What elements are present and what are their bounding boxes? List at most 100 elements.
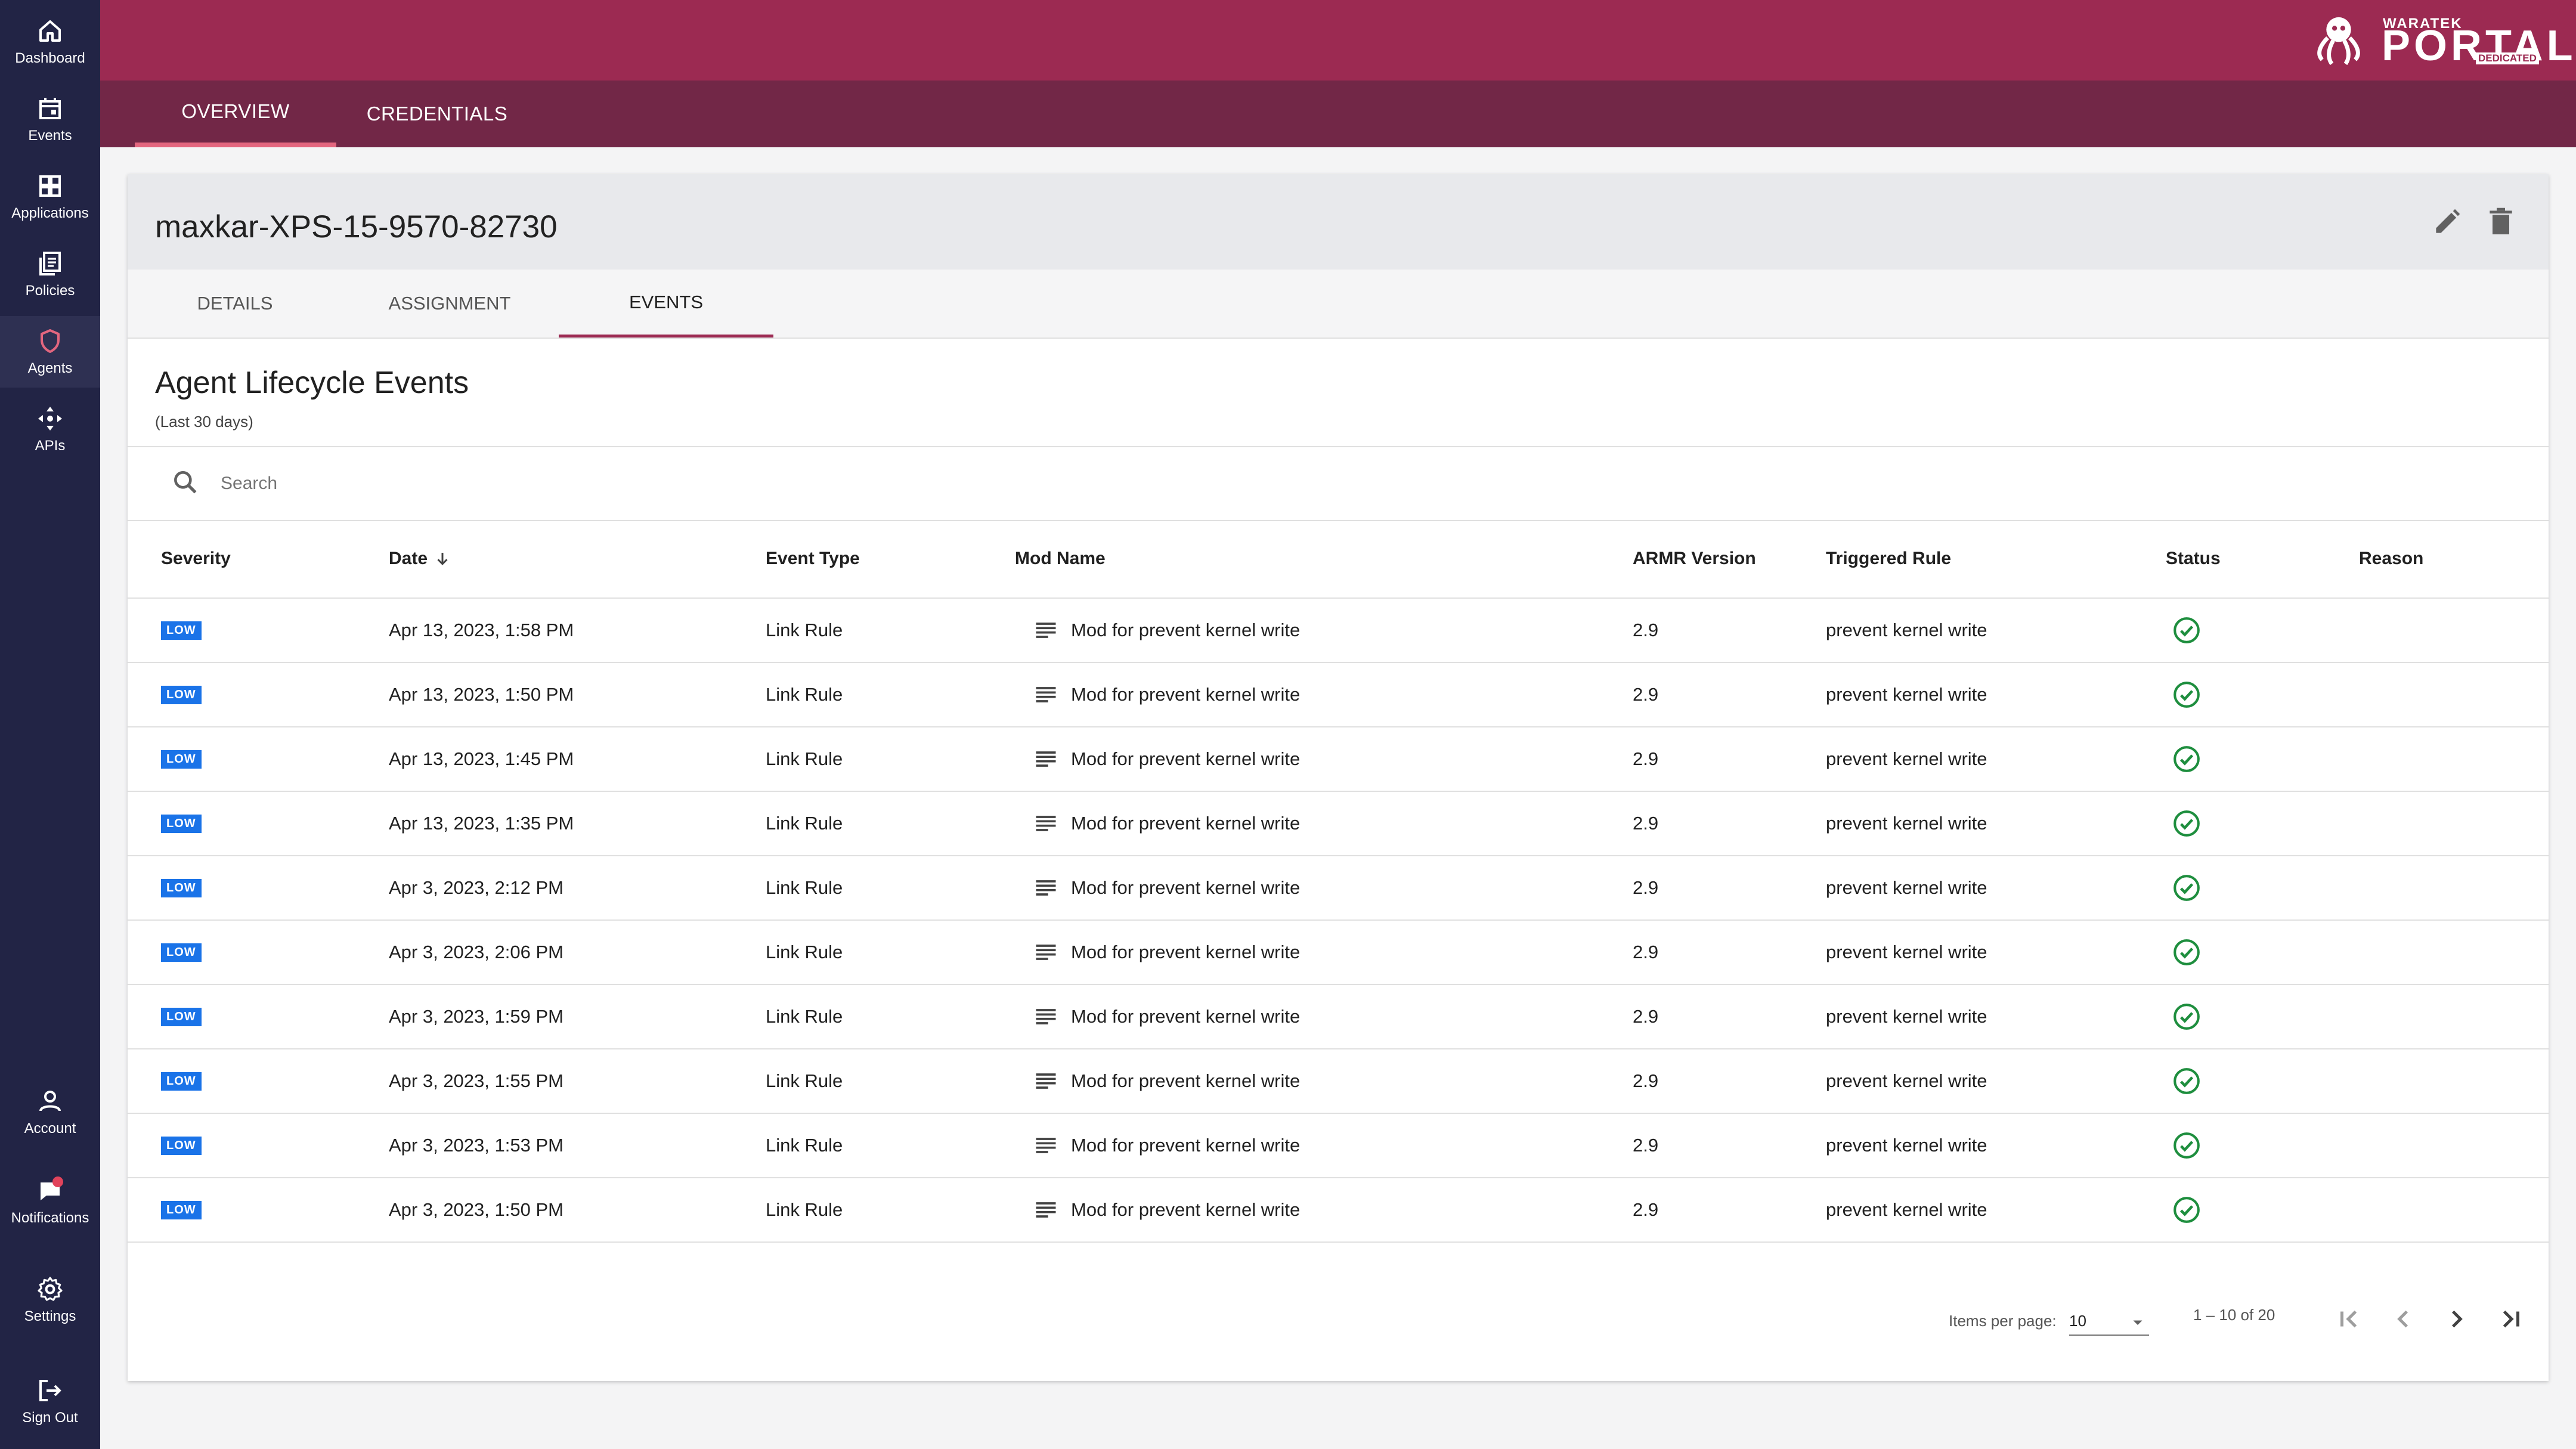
event-type-cell: Link Rule: [766, 748, 843, 769]
mod-name-cell[interactable]: Mod for prevent kernel write: [1033, 985, 1300, 1048]
date-cell: Apr 3, 2023, 1:50 PM: [389, 1199, 564, 1220]
mod-name-text: Mod for prevent kernel write: [1071, 748, 1301, 769]
severity-badge: LOW: [161, 1136, 202, 1155]
table-row[interactable]: LOW Apr 3, 2023, 2:06 PM Link Rule Mod for …: [128, 921, 2549, 985]
check-circle-icon: [2174, 1132, 2200, 1159]
nav-account[interactable]: Account: [0, 1076, 100, 1148]
nav-applications-label: Applications: [11, 205, 89, 221]
nav-dashboard[interactable]: Dashboard: [0, 6, 100, 78]
mod-name-cell[interactable]: Mod for prevent kernel write: [1033, 599, 1300, 662]
person-icon: [39, 1091, 61, 1111]
trash-icon[interactable]: [2484, 205, 2518, 239]
event-type-cell: Link Rule: [766, 1070, 843, 1091]
nav-policies[interactable]: Policies: [0, 239, 100, 310]
severity-badge: LOW: [161, 1200, 202, 1219]
col-event-type[interactable]: Event Type: [766, 520, 860, 597]
tab-details[interactable]: DETAILS: [128, 270, 342, 338]
prev-page-button[interactable]: [2384, 1300, 2422, 1338]
nav-notifications[interactable]: Notifications: [0, 1166, 100, 1237]
table-row[interactable]: LOW Apr 13, 2023, 1:50 PM Link Rule Mod for…: [128, 663, 2549, 727]
col-event-type-label: Event Type: [766, 549, 860, 568]
notes-icon: [1036, 623, 1056, 638]
notes-icon: [1036, 1138, 1056, 1153]
col-armr-version[interactable]: ARMR Version: [1633, 520, 1756, 597]
nav-agents[interactable]: Agents: [0, 316, 100, 388]
mod-name-text: Mod for prevent kernel write: [1071, 1199, 1301, 1220]
col-reason-label: Reason: [2359, 549, 2424, 568]
date-cell: Apr 13, 2023, 1:58 PM: [389, 620, 574, 640]
triggered-rule-cell: prevent kernel write: [1826, 1070, 1987, 1091]
mod-name-cell[interactable]: Mod for prevent kernel write: [1033, 1114, 1300, 1177]
nav-events[interactable]: Events: [0, 83, 100, 155]
col-severity[interactable]: Severity: [161, 520, 231, 597]
date-cell: Apr 13, 2023, 1:50 PM: [389, 684, 574, 705]
table-row[interactable]: LOW Apr 3, 2023, 1:50 PM Link Rule Mod for …: [128, 1178, 2549, 1243]
mod-name-cell[interactable]: Mod for prevent kernel write: [1033, 727, 1300, 791]
first-page-button[interactable]: [2330, 1300, 2368, 1338]
col-mod-name[interactable]: Mod Name: [1015, 520, 1106, 597]
nav-applications[interactable]: Applications: [0, 161, 100, 233]
triggered-rule-cell: prevent kernel write: [1826, 813, 1987, 834]
nav-events-label: Events: [28, 128, 72, 144]
table-row[interactable]: LOW Apr 13, 2023, 1:35 PM Link Rule Mod for…: [128, 792, 2549, 856]
paginator: Items per page: 10 1 – 10 of 20: [128, 1283, 2549, 1355]
mod-name-text: Mod for prevent kernel write: [1071, 1070, 1301, 1091]
notes-icon: [1036, 945, 1056, 960]
armr-version-cell: 2.9: [1633, 813, 1659, 834]
table-row[interactable]: LOW Apr 13, 2023, 1:45 PM Link Rule Mod for…: [128, 727, 2549, 792]
event-type-cell: Link Rule: [766, 1135, 843, 1156]
next-page-button[interactable]: [2438, 1300, 2476, 1338]
event-type-cell: Link Rule: [766, 942, 843, 962]
top-tab-bar: OVERVIEW CREDENTIALS: [100, 80, 2576, 147]
tab-assignment[interactable]: ASSIGNMENT: [342, 270, 557, 338]
tab-credentials[interactable]: CREDENTIALS: [336, 80, 538, 147]
table-row[interactable]: LOW Apr 3, 2023, 2:12 PM Link Rule Mod for …: [128, 856, 2549, 921]
nav-account-label: Account: [24, 1120, 76, 1137]
tab-events[interactable]: EVENTS: [559, 270, 773, 338]
severity-badge: LOW: [161, 878, 202, 897]
nav-notifications-label: Notifications: [11, 1210, 89, 1226]
tab-overview-label: OVERVIEW: [181, 100, 290, 122]
armr-version-cell: 2.9: [1633, 1199, 1659, 1220]
table-row[interactable]: LOW Apr 13, 2023, 1:58 PM Link Rule Mod for…: [128, 599, 2549, 663]
page-size-select[interactable]: 10: [2069, 1307, 2149, 1336]
agent-card: maxkar-XPS-15-9570-82730 DETAILS ASSIGNM…: [128, 174, 2549, 1381]
col-triggered-rule[interactable]: Triggered Rule: [1826, 520, 1951, 597]
waratek-portal-logo[interactable]: WARATEK PORTAL DEDICATED: [2308, 10, 2573, 72]
table-row[interactable]: LOW Apr 3, 2023, 1:55 PM Link Rule Mod for …: [128, 1049, 2549, 1114]
col-status[interactable]: Status: [2166, 520, 2221, 597]
mod-name-cell[interactable]: Mod for prevent kernel write: [1033, 1049, 1300, 1113]
table-row[interactable]: LOW Apr 3, 2023, 1:53 PM Link Rule Mod for …: [128, 1114, 2549, 1178]
tab-assignment-label: ASSIGNMENT: [388, 293, 511, 314]
nav-signout[interactable]: Sign Out: [0, 1366, 100, 1437]
mod-name-cell[interactable]: Mod for prevent kernel write: [1033, 792, 1300, 855]
document-stack-icon: [39, 252, 61, 275]
search-input[interactable]: [219, 465, 937, 502]
mod-name-text: Mod for prevent kernel write: [1071, 1006, 1301, 1027]
brand-edition-badge: DEDICATED: [2476, 52, 2539, 64]
col-reason[interactable]: Reason: [2359, 520, 2423, 597]
triggered-rule-cell: prevent kernel write: [1826, 1135, 1987, 1156]
items-per-page-label: Items per page:: [1949, 1312, 2057, 1330]
mod-name-cell[interactable]: Mod for prevent kernel write: [1033, 663, 1300, 726]
notes-icon: [1036, 880, 1056, 896]
col-date[interactable]: Date: [389, 520, 451, 597]
triggered-rule-cell: prevent kernel write: [1826, 684, 1987, 705]
severity-badge: LOW: [161, 1072, 202, 1091]
status-cell: [2172, 792, 2202, 855]
status-cell: [2172, 985, 2202, 1048]
mod-name-cell[interactable]: Mod for prevent kernel write: [1033, 1178, 1300, 1241]
mod-name-cell[interactable]: Mod for prevent kernel write: [1033, 856, 1300, 919]
check-circle-icon: [2174, 1197, 2200, 1223]
tab-overview[interactable]: OVERVIEW: [135, 80, 336, 147]
pencil-icon[interactable]: [2431, 205, 2464, 239]
last-page-button[interactable]: [2491, 1300, 2529, 1338]
nav-apis[interactable]: APIs: [0, 394, 100, 465]
nav-settings[interactable]: Settings: [0, 1264, 100, 1336]
table-row[interactable]: LOW Apr 3, 2023, 1:59 PM Link Rule Mod for …: [128, 985, 2549, 1049]
severity-badge: LOW: [161, 814, 202, 833]
mod-name-cell[interactable]: Mod for prevent kernel write: [1033, 921, 1300, 984]
shield-icon: [41, 329, 60, 353]
chevron-left-icon: [2397, 1310, 2408, 1328]
date-cell: Apr 3, 2023, 2:06 PM: [389, 942, 564, 962]
